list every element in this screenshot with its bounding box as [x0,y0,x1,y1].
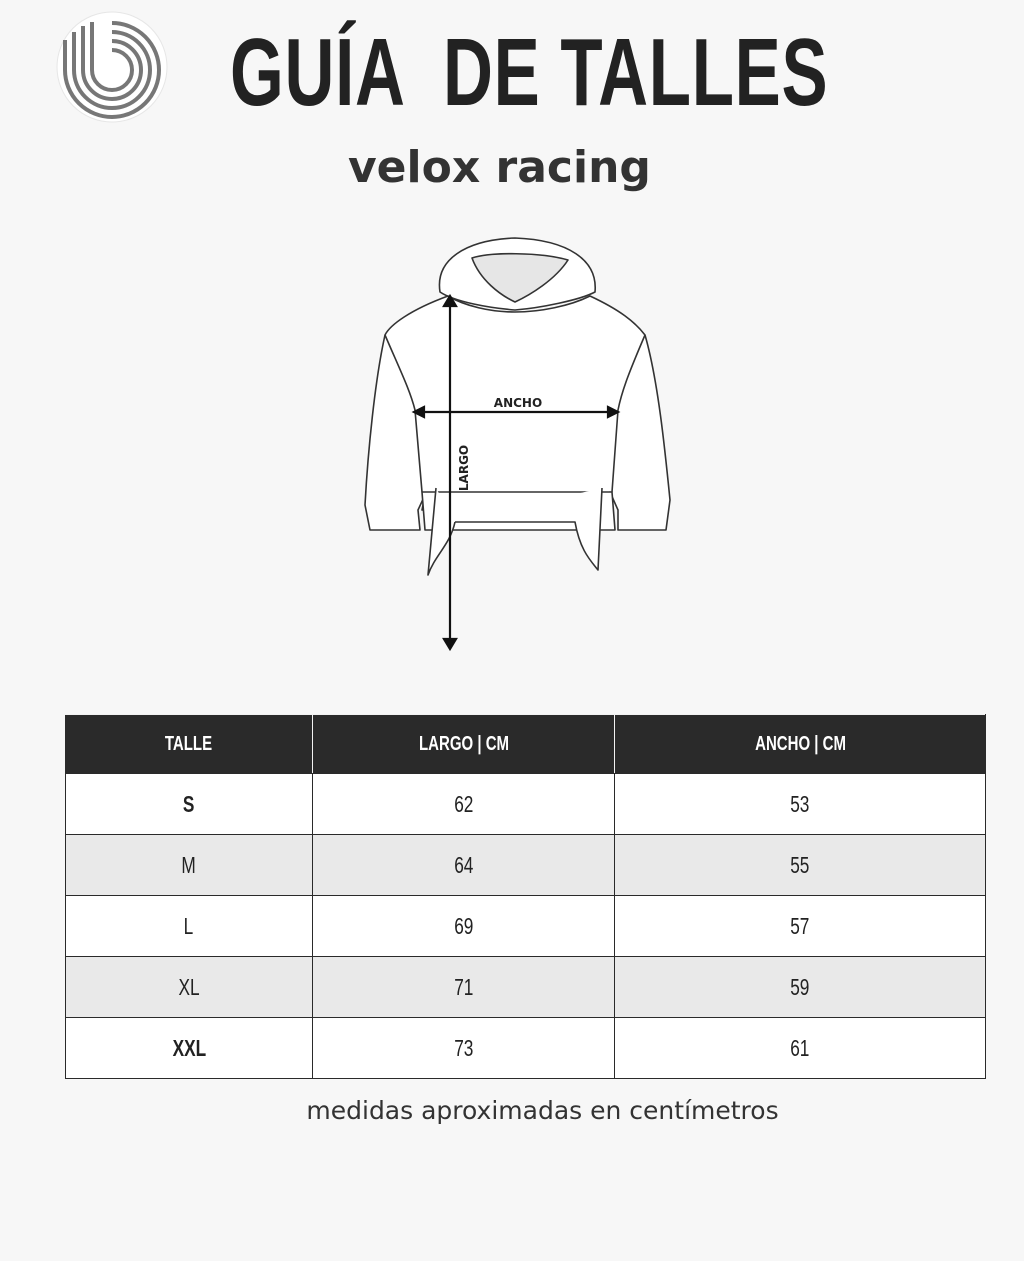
table-row: XL 71 59 [65,956,986,1018]
ancho-cell: 61 [614,1017,986,1079]
footnote: medidas aproximadas en centímetros [306,1096,779,1125]
largo-cell: 69 [311,895,616,957]
length-label: LARGO [457,445,471,491]
ancho-cell: 57 [614,895,986,957]
size-cell: S [65,773,313,835]
ancho-cell: 53 [614,773,986,835]
size-cell: L [65,895,313,957]
table-row: XXL 73 61 [65,1017,986,1079]
column-header-talle: TALLE [65,714,313,774]
brand-logo [56,11,168,123]
largo-cell: 62 [311,773,616,835]
table-row: M 64 55 [65,834,986,896]
table-header-row: TALLE LARGO | CM ANCHO | CM [65,714,986,774]
column-header-largo: LARGO | CM [311,714,616,774]
largo-cell: 64 [311,834,616,896]
ancho-cell: 55 [614,834,986,896]
ancho-cell: 59 [614,956,986,1018]
brand-name: velox racing [348,142,651,193]
width-label: ANCHO [494,396,542,410]
column-header-ancho: ANCHO | CM [614,714,986,774]
largo-cell: 73 [311,1017,616,1079]
size-cell: M [65,834,313,896]
size-cell: XXL [65,1017,313,1079]
largo-cell: 71 [311,956,616,1018]
page-title: GUÍA DE TALLES [230,19,829,126]
table-row: L 69 57 [65,895,986,957]
hoodie-diagram: ANCHO LARGO [364,237,671,652]
size-cell: XL [65,956,313,1018]
table-row: S 62 53 [65,773,986,835]
size-table: TALLE LARGO | CM ANCHO | CM S 62 53 M 64 55 … [65,714,986,1079]
